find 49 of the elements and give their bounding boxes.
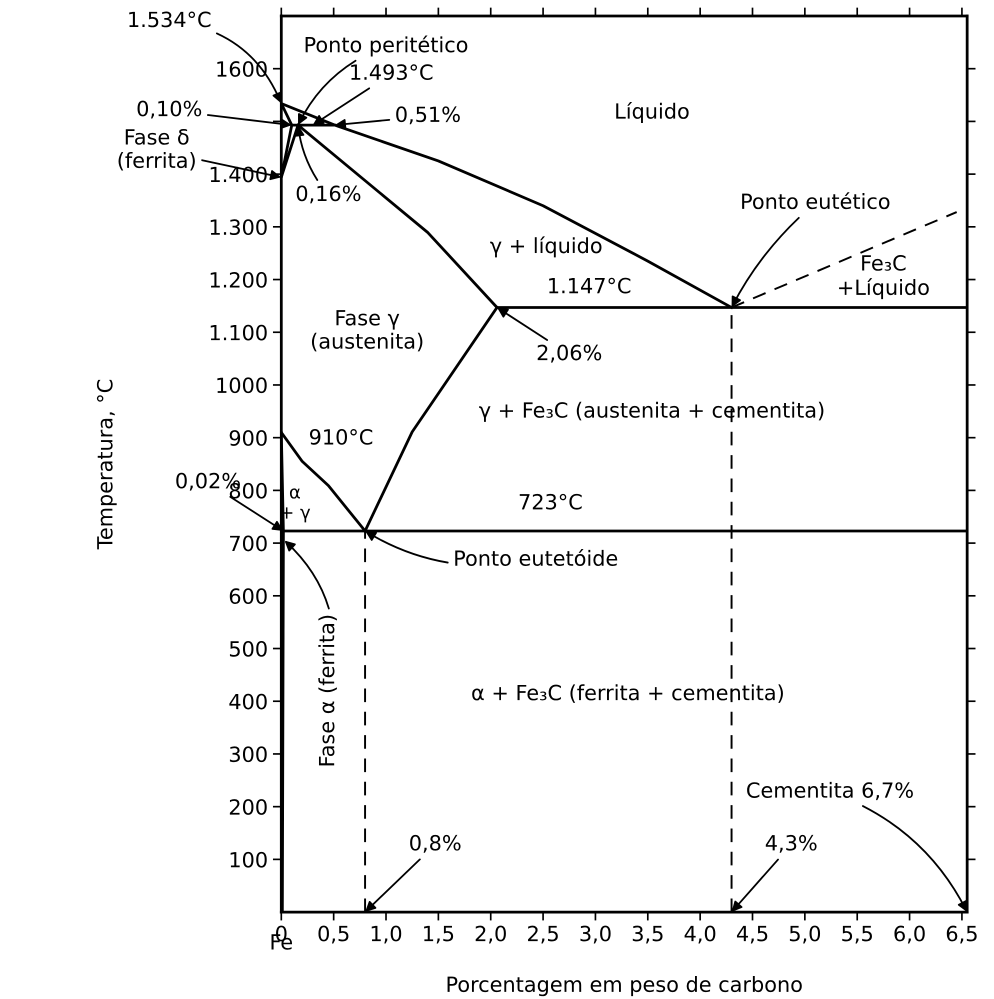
- y-tick-label: 200: [230, 799, 267, 815]
- annotation: 0,51%: [396, 106, 460, 124]
- x-tick-label: 5,5: [842, 926, 872, 944]
- x-tick-label: 1,5: [424, 926, 454, 944]
- x-tick-label: 0,5: [318, 926, 348, 944]
- y-axis-title: Temperatura, °C: [96, 380, 117, 550]
- x-tick-label: 2,5: [528, 926, 558, 944]
- annotation: Fe₃C +Líquido: [839, 255, 929, 300]
- y-tick-label: 900: [230, 430, 267, 446]
- annotation: 723°C: [520, 494, 582, 510]
- y-tick-label: 1.200: [210, 272, 267, 288]
- y-tick-label: 1.100: [210, 324, 267, 340]
- annotation: γ + líquido: [490, 236, 602, 258]
- x-tick-label: 4,5: [736, 926, 768, 944]
- x-tick-label: 3,5: [632, 926, 663, 944]
- annotation: Cementita 6,7%: [747, 782, 913, 800]
- x-axis-title: Porcentagem em peso de carbono: [448, 976, 802, 996]
- y-tick-label: 300: [230, 746, 267, 762]
- y-tick-label: 600: [230, 588, 267, 604]
- annotation: 2,06%: [538, 344, 602, 363]
- y-tick-label: 500: [230, 640, 267, 657]
- x-tick-label: 4,0: [684, 926, 716, 944]
- annotation: 910°C: [310, 429, 372, 445]
- x-tick-label: 2,0: [476, 926, 506, 944]
- annotation: 4,3%: [766, 834, 817, 853]
- annotation: 0,16%: [296, 185, 360, 204]
- annotation: Fase γ (austenita): [312, 310, 422, 352]
- annotation: Fase α (ferrita): [318, 616, 337, 766]
- annotation: 1.147°C: [549, 278, 630, 294]
- annotation: Ponto eutetóide: [455, 549, 618, 566]
- annotation: Líquido: [616, 102, 689, 123]
- y-tick-label: 1000: [217, 377, 267, 394]
- annotation: 1.493°C: [351, 64, 432, 80]
- x-tick-label: 6,5: [946, 926, 977, 944]
- x-tick-label: 6,0: [894, 926, 925, 944]
- x-tick-label: 1,0: [372, 926, 402, 944]
- x-tick-label: 3,0: [580, 926, 611, 944]
- x-tick-label: 5,0: [790, 926, 820, 944]
- y-tick-label: 100: [230, 852, 267, 868]
- annotation: 1.534°C: [129, 12, 210, 28]
- annotation: Ponto eutético: [742, 192, 890, 210]
- annotation: 0,10%: [138, 100, 202, 119]
- annotation: Ponto peritético: [306, 36, 468, 57]
- annotation: γ + Fe₃C (austenita + cementita): [479, 402, 824, 422]
- annotation: Fase δ (ferrita): [118, 129, 195, 171]
- y-tick-label: 400: [229, 694, 267, 710]
- y-tick-label: 1.300: [210, 219, 267, 236]
- annotation: 0,8%: [410, 834, 461, 853]
- y-tick-label: 700: [230, 536, 267, 552]
